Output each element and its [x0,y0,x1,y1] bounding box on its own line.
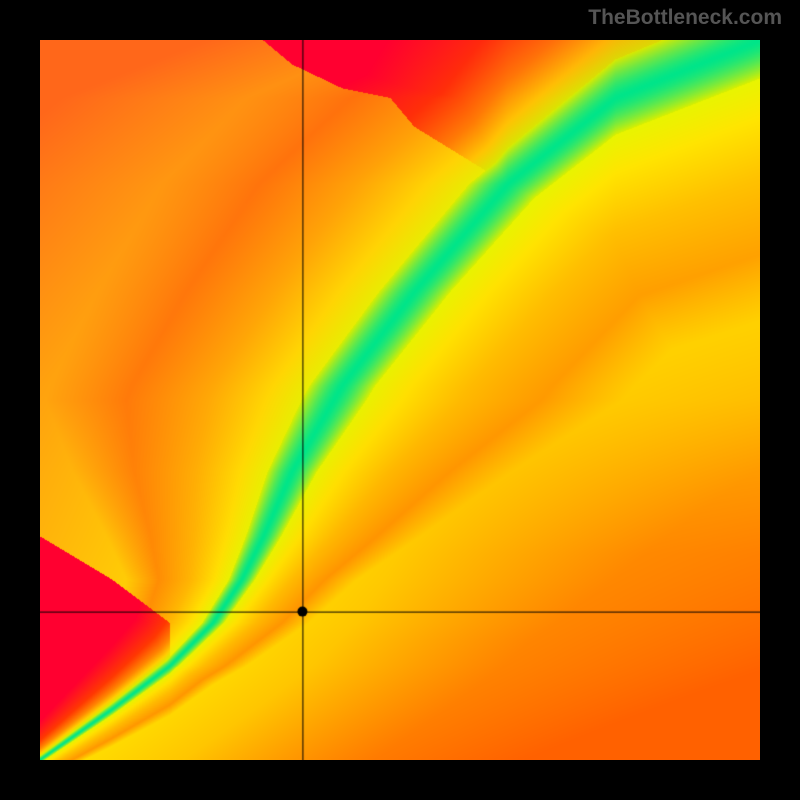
watermark-text: TheBottleneck.com [588,6,782,30]
bottleneck-heatmap [40,40,760,760]
plot-container [40,40,760,760]
